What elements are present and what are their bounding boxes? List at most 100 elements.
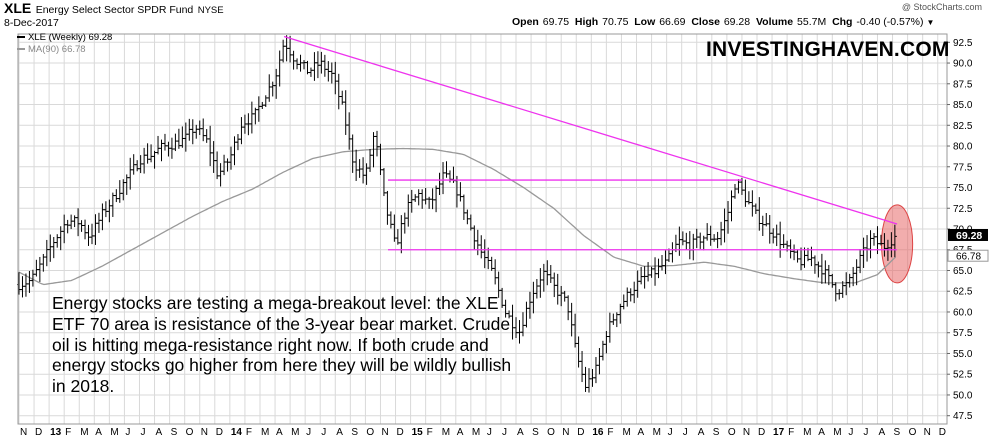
x-tick-label: F xyxy=(65,427,71,438)
open-label: Open xyxy=(512,16,539,28)
x-tick-label: M xyxy=(110,427,118,438)
ohlc-bar xyxy=(461,194,466,220)
ohlc-bar xyxy=(670,242,675,263)
ohlc-bar xyxy=(541,263,546,292)
legend-ma-label: MA(90) 66.78 xyxy=(28,44,86,55)
ohlc-bar xyxy=(701,235,706,251)
ohlc-bar xyxy=(587,368,592,393)
y-tick-label: 87.5 xyxy=(953,79,973,90)
symbol: XLE xyxy=(4,0,32,16)
ohlc-bar xyxy=(534,279,539,299)
x-tick-label: S xyxy=(351,427,358,438)
ohlc-bar xyxy=(343,90,348,135)
open-value: 69.75 xyxy=(542,16,570,28)
ohlc-bar xyxy=(103,201,108,218)
ohlc-bar xyxy=(538,268,543,298)
ohlc-bar xyxy=(837,289,842,300)
ohlc-bar xyxy=(107,199,112,223)
ohlc-bar xyxy=(187,118,192,141)
x-tick-label: 14 xyxy=(231,427,243,438)
y-tick-label: 52.5 xyxy=(953,370,973,381)
x-tick-label: D xyxy=(397,427,404,438)
ohlc-bar xyxy=(604,330,609,354)
x-tick-label: J xyxy=(125,427,130,438)
ohlc-bar xyxy=(336,73,341,110)
ohlc-bar xyxy=(242,114,247,134)
ohlc-bar xyxy=(388,211,393,229)
x-tick-label: N xyxy=(201,427,208,438)
ohlc-bar xyxy=(597,348,602,375)
y-tick-label: 65.0 xyxy=(953,266,973,277)
y-tick-label: 92.5 xyxy=(953,38,973,49)
x-tick-label: A xyxy=(818,427,825,438)
ohlc-bar xyxy=(698,232,703,249)
ohlc-bar xyxy=(819,253,824,284)
ohlc-bar xyxy=(524,301,529,328)
highlight-ellipse xyxy=(880,204,914,284)
x-tick-label: A xyxy=(156,427,163,438)
x-tick-label: M xyxy=(803,427,811,438)
ma90-line xyxy=(18,147,897,286)
x-tick-label: D xyxy=(939,427,946,438)
x-tick-label: O xyxy=(909,427,917,438)
x-tick-label: D xyxy=(577,427,584,438)
ohlc-bar xyxy=(656,258,661,279)
ohlc-bar xyxy=(684,232,689,250)
x-tick-label: D xyxy=(216,427,223,438)
exchange: NYSE xyxy=(197,5,224,16)
ohlc-bar xyxy=(44,239,49,267)
ohlc-bar xyxy=(559,285,564,307)
x-tick-label: J xyxy=(321,427,326,438)
ohlc-bars xyxy=(17,35,897,393)
chart-date: 8-Dec-2017 xyxy=(4,17,59,29)
legend-ma: MA(90) 66.78 xyxy=(17,44,112,56)
x-tick-label: A xyxy=(336,427,343,438)
ohlc-bar xyxy=(152,150,157,169)
x-tick-label: 13 xyxy=(50,427,62,438)
ohlc-bar xyxy=(89,223,94,245)
ohlc-bar xyxy=(225,158,230,172)
ohlc-bar xyxy=(395,229,400,245)
ohlc-bar xyxy=(479,235,484,259)
ohlc-bar xyxy=(69,214,74,230)
ohlc-bar xyxy=(381,168,386,197)
ohlc-bar xyxy=(666,248,671,263)
x-tick-label: O xyxy=(547,427,555,438)
ma-last-marker: 66.78 xyxy=(947,249,989,263)
ohlc-bar xyxy=(621,294,626,310)
x-tick-label: A xyxy=(457,427,464,438)
x-tick-label: J xyxy=(863,427,868,438)
last-price-label: 69.28 xyxy=(956,230,982,242)
ohlc-bar xyxy=(340,90,345,105)
ohlc-bar xyxy=(55,234,60,248)
ohlc-bar xyxy=(96,212,101,233)
ohlc-bar xyxy=(361,157,366,184)
ohlc-bar xyxy=(569,302,574,337)
ma-layer xyxy=(18,147,897,286)
y-tick-label: 50.0 xyxy=(953,390,973,401)
ohlc-bar xyxy=(34,259,39,277)
ohlc-bar xyxy=(715,231,720,249)
ohlc-bar xyxy=(625,287,630,307)
last-price-box xyxy=(948,228,988,241)
x-tick-label: N xyxy=(924,427,931,438)
y-tick-label: 60.0 xyxy=(953,307,973,318)
ohlc-bar xyxy=(263,95,268,107)
chg-value: -0.40 (-0.57%) xyxy=(856,16,924,28)
ohlc-bar xyxy=(374,130,379,157)
ohlc-bar xyxy=(79,220,84,232)
dropdown-arrow-icon[interactable]: ▼ xyxy=(926,18,935,27)
ohlc-bar xyxy=(156,135,161,155)
ohlc-bar xyxy=(197,120,202,135)
ohlc-bar xyxy=(416,189,421,206)
ohlc-bar xyxy=(746,191,751,205)
ohlc-bar xyxy=(291,50,296,70)
ohlc-bar xyxy=(65,219,70,234)
highlight-layer xyxy=(880,204,914,284)
ohlc-bar xyxy=(281,39,286,63)
ohlc-bar xyxy=(729,190,734,222)
ohlc-bar xyxy=(260,101,265,109)
ohlc-bar xyxy=(124,174,129,195)
ohlc-bar xyxy=(812,255,817,274)
